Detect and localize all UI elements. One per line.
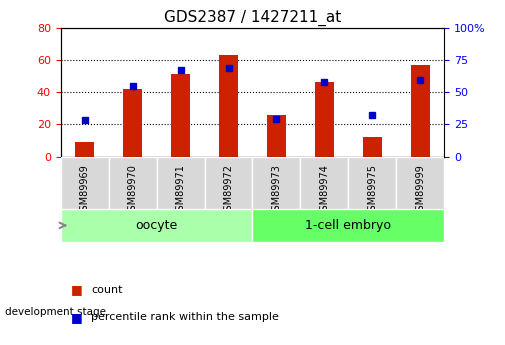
Bar [267,115,286,157]
Text: oocyte: oocyte [135,219,178,232]
Bar [157,157,205,209]
Bar [315,82,334,157]
Bar [252,157,300,209]
Text: GSM89999: GSM89999 [416,165,425,217]
Text: development stage: development stage [5,307,106,317]
Text: GSM89969: GSM89969 [80,165,89,217]
Text: GSM89974: GSM89974 [320,165,329,217]
Bar [109,157,157,209]
Text: GSM89970: GSM89970 [128,165,137,217]
Bar [61,209,252,242]
Bar [171,74,190,157]
Bar [123,89,142,157]
Text: 1-cell embryo: 1-cell embryo [306,219,391,232]
Title: GDS2387 / 1427211_at: GDS2387 / 1427211_at [164,10,341,26]
Text: GSM89972: GSM89972 [224,165,233,217]
Bar [61,157,109,209]
Bar [300,157,348,209]
Text: ■: ■ [71,311,82,324]
Bar [411,65,430,157]
Text: GSM89973: GSM89973 [272,165,281,217]
Bar [252,209,444,242]
Bar [363,137,382,157]
Bar [205,157,252,209]
Bar [396,157,444,209]
Text: GSM89971: GSM89971 [176,165,185,217]
Bar [75,142,94,157]
Text: ■: ■ [71,283,82,296]
Text: GSM89975: GSM89975 [368,165,377,217]
Text: percentile rank within the sample: percentile rank within the sample [91,313,279,322]
Bar [219,55,238,157]
Bar [348,157,396,209]
Text: count: count [91,285,122,295]
